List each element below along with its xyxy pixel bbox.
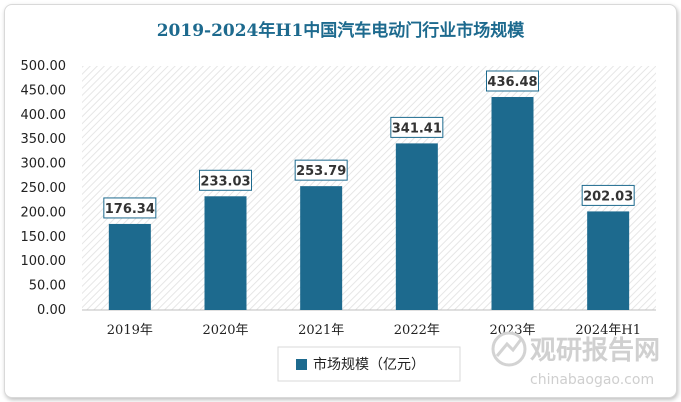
- data-label-box: [486, 70, 539, 92]
- y-tick-label: 50.00: [29, 279, 66, 294]
- y-tick-label: 100.00: [21, 254, 67, 269]
- y-tick-label: 200.00: [21, 205, 67, 220]
- x-tick-label: 2020年: [202, 323, 248, 338]
- data-label: 436.48: [487, 75, 537, 90]
- data-label-box: [199, 169, 252, 191]
- y-tick-label: 0.00: [37, 303, 66, 318]
- y-tick-label: 450.00: [21, 83, 67, 98]
- chart-title: 2019-2024年H1中国汽车电动门行业市场规模: [156, 21, 525, 41]
- x-tick-label: 2022年: [394, 323, 440, 338]
- data-label: 202.03: [583, 189, 633, 204]
- plot-area: [82, 66, 656, 310]
- bar: [300, 186, 343, 310]
- legend-label: 市场规模（亿元）: [313, 356, 425, 373]
- bars: 176.34 233.03 253.79 341.41 436.48 202.03: [103, 70, 635, 310]
- watermark: 观研报告网 chinabaogao.com: [491, 331, 660, 388]
- data-label-box: [390, 116, 444, 138]
- y-axis: 0.00 50.00 100.00 150.00 200.00 250.00 300.00 3…: [21, 59, 656, 318]
- bar: [395, 143, 438, 310]
- x-tick-label: 2024年H1: [575, 323, 641, 338]
- bar: [491, 96, 534, 310]
- legend: 市场规模（亿元）: [277, 346, 461, 382]
- y-tick-label: 500.00: [21, 59, 67, 74]
- y-tick-label: 250.00: [21, 181, 67, 196]
- y-tick-label: 150.00: [21, 230, 67, 245]
- data-label: 233.03: [200, 174, 250, 189]
- bar: [108, 223, 151, 310]
- y-tick-label: 400.00: [21, 108, 67, 123]
- data-label: 253.79: [296, 164, 346, 179]
- data-label-box: [581, 184, 635, 206]
- watermark-logo-icon: [491, 331, 527, 367]
- data-label: 341.41: [392, 121, 442, 136]
- watermark-text: 观研报告网: [530, 335, 660, 366]
- data-label: 176.34: [105, 202, 155, 217]
- x-tick-label: 2021年: [298, 323, 344, 338]
- x-tick-label: 2019年: [107, 323, 153, 338]
- legend-swatch: [296, 359, 307, 370]
- watermark-url: chinabaogao.com: [530, 372, 654, 388]
- y-tick-label: 350.00: [21, 132, 67, 147]
- bar: [587, 211, 630, 310]
- data-label-box: [103, 197, 157, 219]
- data-label-box: [294, 159, 348, 181]
- x-tick-label: 2023年: [489, 323, 535, 338]
- legend-box: [277, 346, 461, 382]
- y-tick-label: 300.00: [21, 157, 67, 172]
- bar: [204, 196, 247, 310]
